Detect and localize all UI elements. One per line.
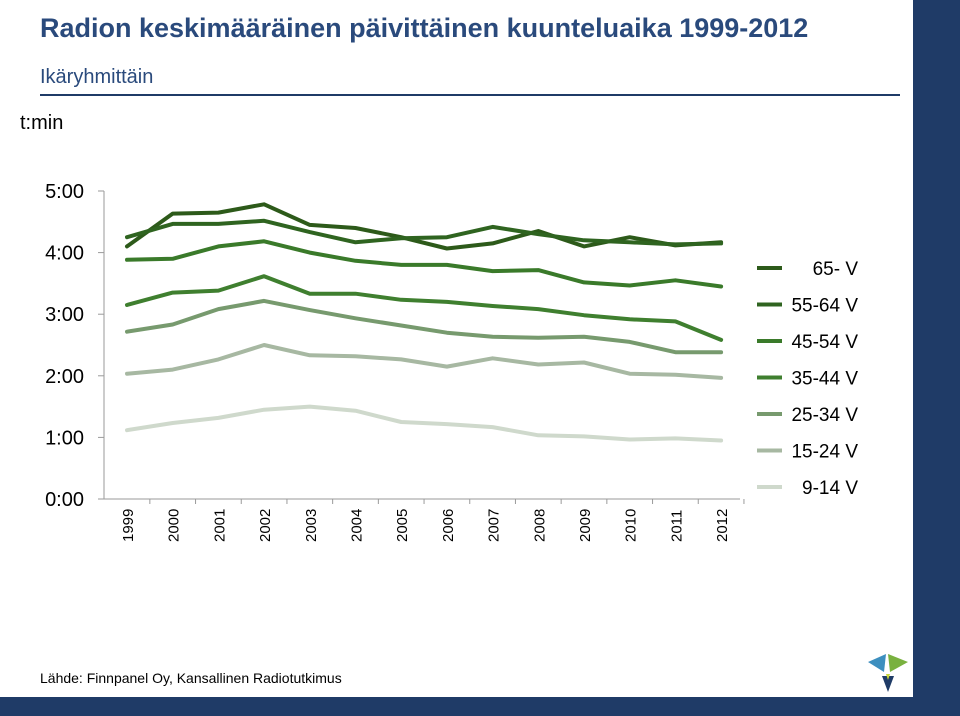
- finnpanel-logo: [868, 654, 908, 692]
- y-tick-label: 5:00: [45, 181, 84, 203]
- x-tick-label: 2011: [668, 510, 685, 542]
- x-tick-label: 1999: [120, 509, 137, 542]
- x-tick-label: 2002: [257, 509, 274, 542]
- source-note: Lähde: Finnpanel Oy, Kansallinen Radiotu…: [40, 670, 342, 686]
- value-2012-label: 1:58: [878, 442, 902, 456]
- right-decorative-band: [913, 0, 960, 716]
- values-header-unit: t:min: [873, 164, 902, 178]
- legend-label: 45-54 V: [791, 332, 858, 353]
- series-line-9-14-v: [125, 404, 724, 443]
- bottom-decorative-band: [0, 697, 913, 716]
- x-tick-label: 2009: [577, 509, 594, 542]
- y-tick-label: 3:00: [45, 304, 84, 326]
- y-tick-label: 0:00: [45, 489, 84, 511]
- x-tick-label: 2006: [440, 509, 457, 542]
- series-line-55-64-v: [125, 218, 724, 247]
- y-axis-unit-label: t:min: [20, 112, 64, 134]
- values-header-year: 2012: [874, 205, 903, 220]
- title-divider: [40, 94, 900, 96]
- x-tick-label: 2010: [623, 509, 640, 542]
- series-line-65-v: [125, 202, 724, 251]
- value-2012-label: 2:45: [878, 364, 902, 378]
- line-chart: 0:00 1:00 2:00 3:00 4:00 5:00 1999 2000 2001 2002…: [45, 164, 903, 542]
- value-2012-label: 2:23: [878, 403, 902, 417]
- legend-label: 15-24 V: [791, 442, 858, 463]
- y-tick-label: 4:00: [45, 243, 84, 265]
- legend-label: 9-14 V: [802, 478, 858, 499]
- legend-label: 65- V: [813, 259, 859, 280]
- page-subtitle: Ikäryhmittäin: [40, 66, 154, 88]
- legend-label: 55-64 V: [791, 296, 858, 317]
- x-tick-label: 2000: [166, 509, 183, 542]
- x-tick-label: 2007: [486, 509, 503, 542]
- x-tick-label: 2003: [303, 509, 320, 542]
- series-line-15-24-v: [125, 343, 724, 380]
- x-tick-label: 2012: [714, 509, 731, 542]
- series-line-25-34-v: [125, 298, 724, 355]
- value-2012-label: 4:17: [878, 248, 902, 262]
- legend-label: 25-34 V: [791, 405, 858, 426]
- y-tick-label: 1:00: [45, 427, 84, 449]
- x-tick-label: 2004: [349, 509, 366, 542]
- value-2012-label: 3:27: [878, 326, 902, 340]
- series-line-35-44-v: [125, 274, 724, 342]
- legend-label: 35-44 V: [791, 369, 858, 390]
- y-tick-label: 2:00: [45, 366, 84, 388]
- x-tick-label: 2005: [394, 509, 411, 542]
- value-2012-label: 4:11: [878, 287, 902, 301]
- page-title: Radion keskimääräinen päivittäinen kuunt…: [40, 13, 809, 43]
- value-2012-label: 0:57: [878, 481, 902, 495]
- series-line-45-54-v: [125, 239, 724, 289]
- x-tick-label: 2008: [531, 509, 548, 542]
- x-tick-label: 2001: [211, 509, 228, 542]
